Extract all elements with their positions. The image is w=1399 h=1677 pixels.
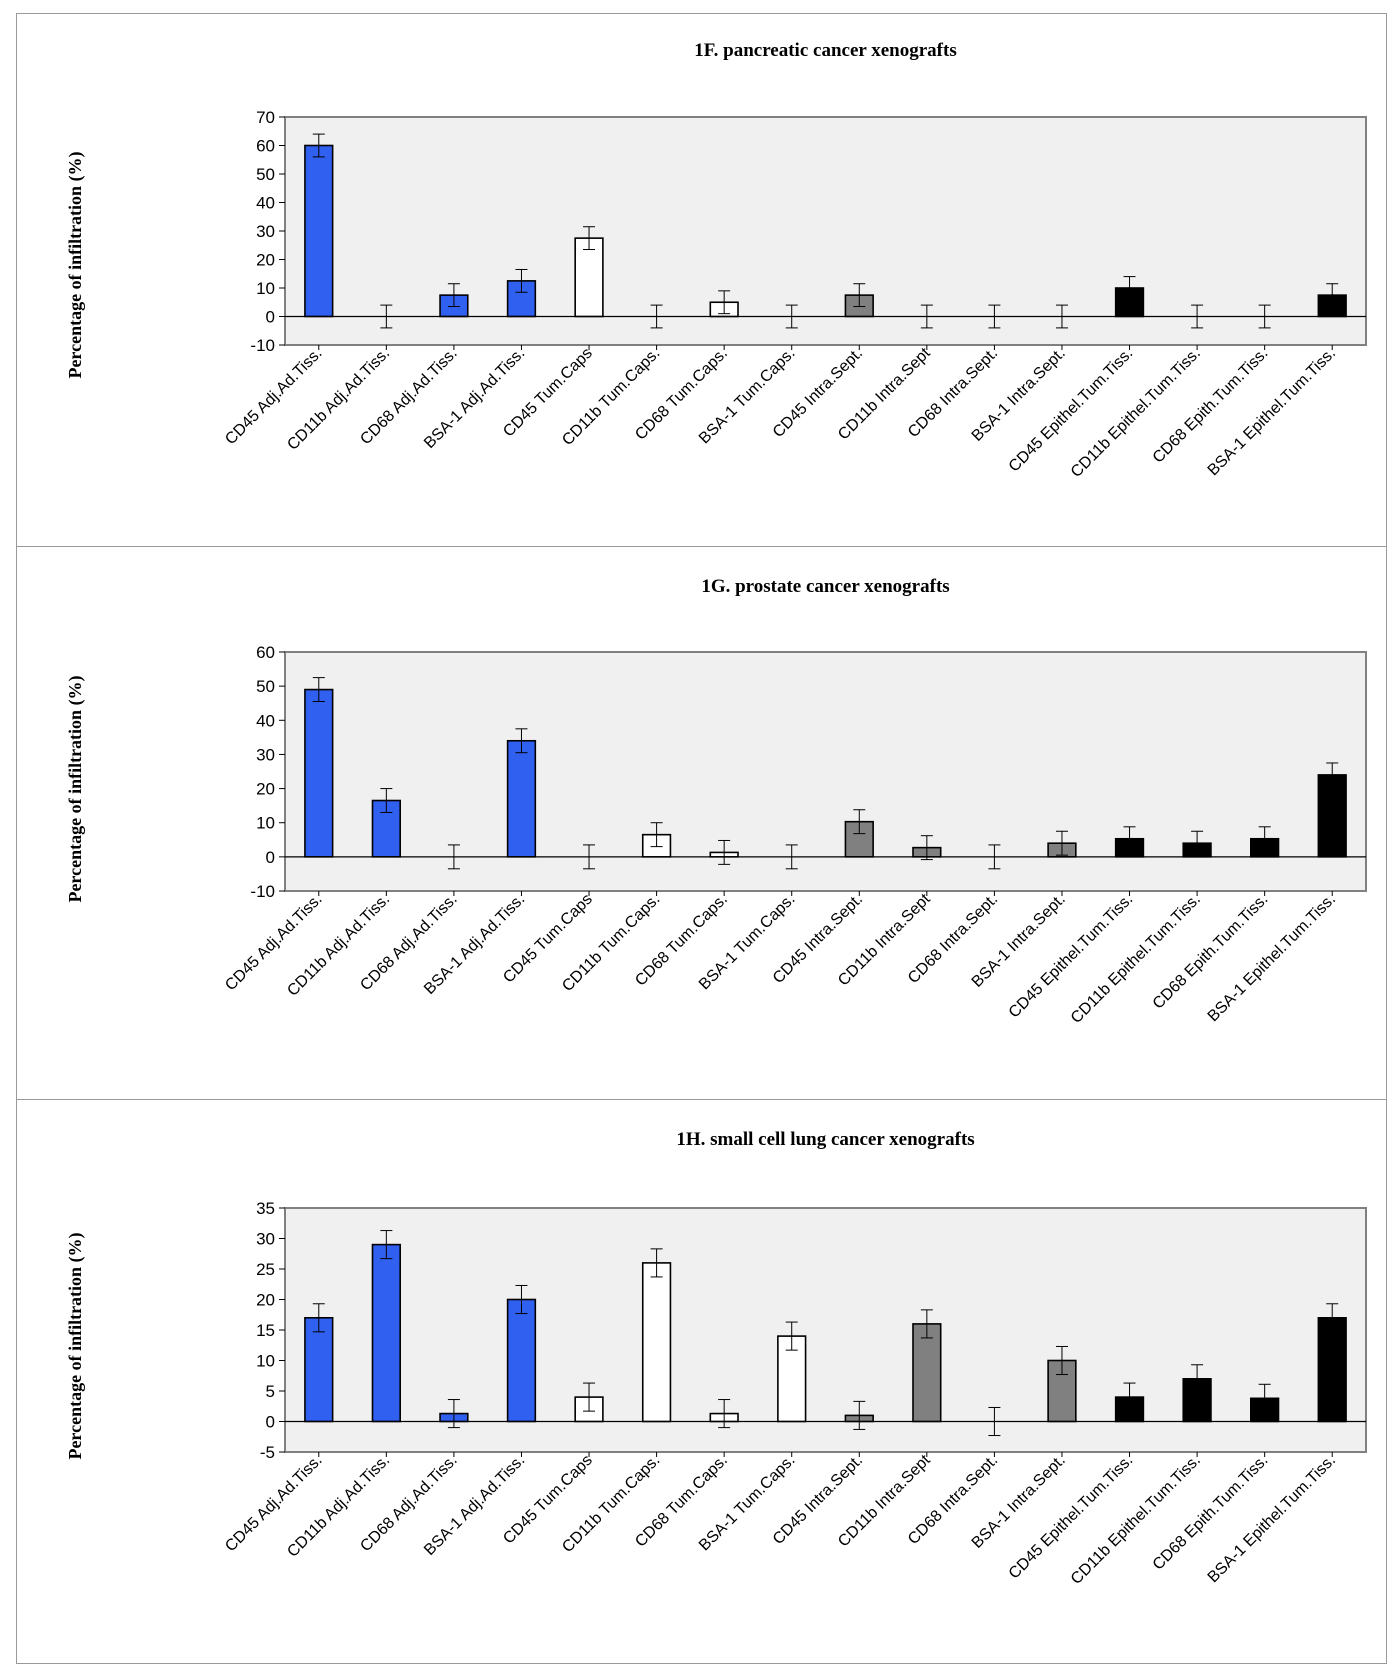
- x-tick-label: BSA-1 Epithel.Tum.Tiss.: [1205, 345, 1339, 479]
- x-tick-label: CD45 Epithel.Tum.Tiss.: [1006, 891, 1137, 1022]
- x-tick-label: CD11b Epithel.Tum.Tiss.: [1068, 891, 1204, 1027]
- chart-1f-pancreatic: 1F. pancreatic cancer xenografts Percent…: [65, 40, 1367, 481]
- y-tick-label: 20: [256, 780, 275, 799]
- bar: [641, 1262, 672, 1423]
- y-tick-label: 35: [256, 1199, 275, 1218]
- x-tick-label: CD11b Epithel.Tum.Tiss.: [1068, 345, 1204, 481]
- chart-title: 1H. small cell lung cancer xenografts: [676, 1129, 974, 1150]
- x-tick-label: CD45 Epithel.Tum.Tiss.: [1006, 345, 1137, 476]
- y-axis-label: Percentage of infiltration (%): [65, 1232, 86, 1459]
- bar: [304, 144, 334, 318]
- y-tick-label: 30: [256, 745, 275, 764]
- y-tick-label: 5: [266, 1382, 275, 1401]
- y-tick-label: 50: [256, 165, 275, 184]
- y-axis-label: Percentage of infiltration (%): [65, 151, 86, 378]
- y-tick-label: 70: [256, 108, 275, 127]
- y-tick-label: 60: [256, 643, 275, 662]
- y-tick-label: 20: [256, 1291, 275, 1310]
- chart-1g-prostate: 1G. prostate cancer xenografts Percentag…: [65, 576, 1367, 1027]
- y-tick-label: 30: [256, 222, 275, 241]
- panel-divider-1: [17, 546, 1386, 547]
- y-tick-label: 0: [266, 848, 275, 867]
- y-tick-label: 20: [256, 251, 275, 270]
- x-tick-label: BSA-1 Epithel.Tum.Tiss.: [1205, 891, 1339, 1025]
- x-tick-label: CD11b Epithel.Tum.Tiss.: [1068, 1452, 1204, 1588]
- panel-divider-2: [17, 1099, 1386, 1100]
- x-tick-label: CD68 Epith.Tum.Tiss.: [1150, 1452, 1272, 1574]
- y-tick-label: 10: [256, 279, 275, 298]
- bar: [1317, 774, 1347, 858]
- y-tick-label: 40: [256, 711, 275, 730]
- x-tick-label: CD45 Epithel.Tum.Tiss.: [1006, 1452, 1137, 1583]
- bar: [1317, 1317, 1347, 1423]
- y-tick-label: -5: [260, 1443, 275, 1462]
- chart-1h-small-cell-lung: 1H. small cell lung cancer xenografts Pe…: [65, 1129, 1367, 1588]
- y-tick-label: 15: [256, 1321, 275, 1340]
- x-tick-label: CD68 Epith.Tum.Tiss.: [1150, 345, 1272, 467]
- chart-title: 1G. prostate cancer xenografts: [701, 576, 949, 597]
- y-tick-label: 0: [266, 1413, 275, 1432]
- figure-frame: [16, 13, 1387, 1664]
- y-tick-label: 30: [256, 1230, 275, 1249]
- y-tick-label: 25: [256, 1260, 275, 1279]
- y-tick-label: 40: [256, 194, 275, 213]
- y-tick-label: -10: [250, 882, 275, 901]
- chart-title: 1F. pancreatic cancer xenografts: [694, 40, 956, 61]
- x-tick-label: BSA-1 Epithel.Tum.Tiss.: [1205, 1452, 1339, 1586]
- bar: [506, 739, 537, 858]
- y-tick-label: -10: [250, 336, 275, 355]
- y-tick-label: 0: [266, 308, 275, 327]
- y-tick-label: 50: [256, 677, 275, 696]
- bar: [506, 1298, 537, 1423]
- bar: [371, 1243, 401, 1423]
- bar: [304, 1317, 334, 1423]
- y-tick-label: 10: [256, 1352, 275, 1371]
- y-tick-label: 10: [256, 814, 275, 833]
- y-axis-label: Percentage of infiltration (%): [65, 675, 86, 902]
- bar: [304, 688, 334, 858]
- bar: [912, 1323, 942, 1423]
- x-tick-label: CD68 Epith.Tum.Tiss.: [1150, 891, 1272, 1013]
- y-tick-label: 60: [256, 137, 275, 156]
